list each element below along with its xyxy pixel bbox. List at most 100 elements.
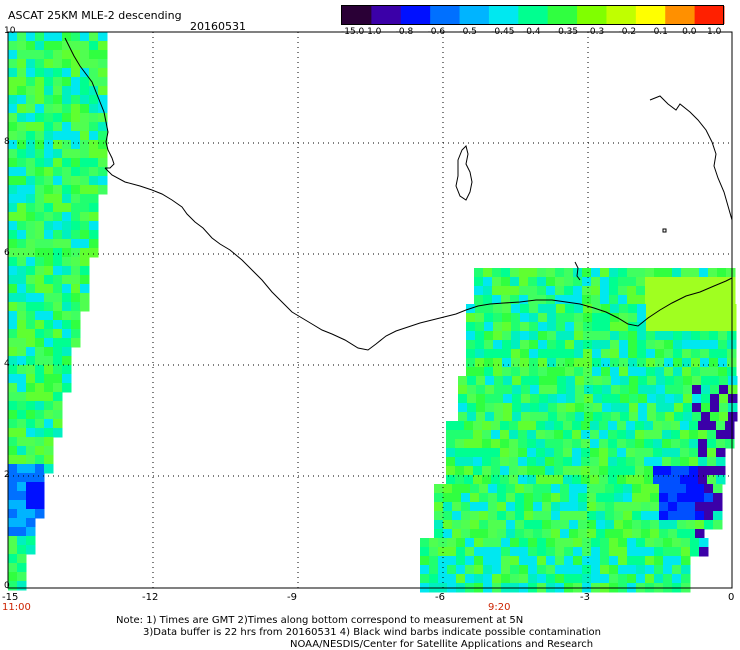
swath-cell (17, 338, 27, 348)
swath-cell (26, 59, 36, 69)
swath-cell (506, 520, 516, 530)
swath-cell (71, 293, 81, 303)
swath-cell (547, 313, 557, 323)
swath-cell (708, 286, 718, 296)
swath-cell (8, 554, 18, 564)
swath-cell (62, 338, 72, 348)
swath-cell (17, 572, 27, 582)
island-small (662, 228, 667, 233)
swath-cell (497, 529, 507, 539)
swath-cell (26, 374, 36, 384)
swath-cell (515, 484, 525, 494)
swath-cell (44, 86, 54, 96)
swath-cell (488, 520, 498, 530)
swath-cell (511, 340, 521, 350)
swath-cell (529, 322, 539, 332)
swath-cell (456, 538, 466, 548)
swath-cell (98, 50, 108, 60)
swath-cell (53, 275, 63, 285)
swath-cell (609, 295, 619, 305)
swath-cell (26, 104, 36, 114)
swath-cell (614, 529, 624, 539)
swath-cell (8, 563, 18, 573)
swath-cell (35, 347, 45, 357)
swath-cell (524, 493, 534, 503)
swath-cell (80, 203, 90, 213)
swath-cell (610, 340, 620, 350)
swath-cell (538, 340, 548, 350)
swath-cell (708, 268, 718, 278)
swath-cell (672, 565, 682, 575)
swath-cell (53, 338, 63, 348)
swath-cell (600, 286, 610, 296)
swath-cell (89, 167, 99, 177)
swath-cell (645, 556, 655, 566)
swath-cell (420, 565, 430, 575)
swath-cell (628, 367, 638, 377)
swath-cell (98, 32, 108, 42)
swath-cell (582, 286, 592, 296)
swath-cell (8, 581, 18, 591)
swath-cell (446, 457, 456, 467)
swath-cell (637, 322, 647, 332)
swath-cell (465, 565, 475, 575)
swath-cell (695, 484, 705, 494)
swath-cell (470, 484, 480, 494)
swath-cell (44, 167, 54, 177)
swath-cell (695, 493, 705, 503)
swath-cell (62, 320, 72, 330)
swath-cell (664, 367, 674, 377)
swath-cell (492, 277, 502, 287)
swath-cell (709, 313, 719, 323)
swath-cell (569, 511, 579, 521)
swath-cell (608, 475, 618, 485)
swath-cell (484, 340, 494, 350)
swath-cell (582, 574, 592, 584)
swath-cell (473, 448, 483, 458)
swath-cell (511, 304, 521, 314)
swath-cell (599, 466, 609, 476)
swath-cell (668, 502, 678, 512)
swath-cell (26, 401, 36, 411)
swath-cell (542, 484, 552, 494)
swath-cell (17, 59, 27, 69)
swath-cell (62, 140, 72, 150)
swath-cell (17, 266, 27, 276)
swath-cell (438, 565, 448, 575)
swath-cell (587, 511, 597, 521)
swath-cell (618, 565, 628, 575)
swath-cell (62, 293, 72, 303)
swath-cell (593, 376, 603, 386)
swath-cell (89, 176, 99, 186)
swath-cell (716, 466, 726, 476)
swath-cell (583, 331, 593, 341)
swath-cell (573, 295, 583, 305)
swath-cell (627, 277, 637, 287)
chart-date: 20160531 (190, 20, 246, 33)
swath-cell (455, 475, 465, 485)
swath-cell (716, 475, 726, 485)
swath-cell (17, 554, 27, 564)
y-tick-6: 6 (4, 248, 10, 258)
colorbar-swatch (635, 6, 666, 24)
swath-cell (581, 430, 591, 440)
swath-cell (681, 268, 691, 278)
swath-cell (608, 439, 618, 449)
swath-cell (636, 565, 646, 575)
swath-cell (26, 473, 36, 483)
swath-cell (62, 50, 72, 60)
swath-cell (623, 502, 633, 512)
swath-cell (664, 358, 674, 368)
swath-cell (17, 473, 27, 483)
swath-cell (600, 547, 610, 557)
swath-cell (455, 421, 465, 431)
swath-cell (53, 86, 63, 96)
swath-cell (71, 68, 81, 78)
swath-cell (80, 284, 90, 294)
swath-cell (641, 529, 651, 539)
swath-cell (89, 212, 99, 222)
swath-cell (35, 428, 45, 438)
swath-cell (35, 365, 45, 375)
swath-cell (474, 286, 484, 296)
swath-cell (677, 520, 687, 530)
